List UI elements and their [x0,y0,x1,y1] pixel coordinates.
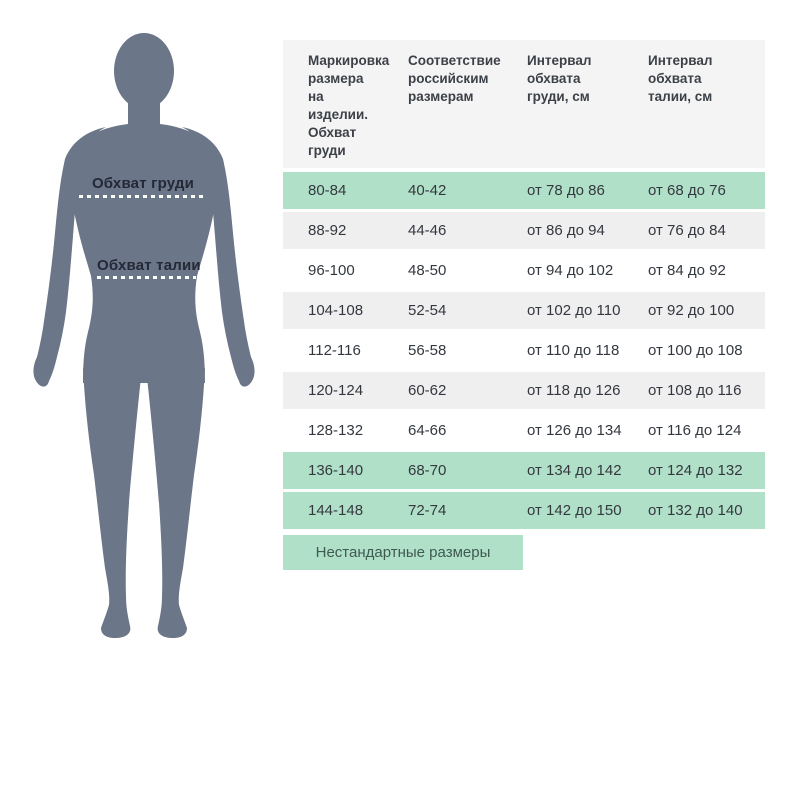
table-cell-russian-size: 68-70 [408,462,447,479]
table-cell-chest-interval: от 102 до 110 [527,302,621,319]
table-cell-waist-interval: от 68 до 76 [648,182,726,199]
table-cell-waist-interval: от 124 до 132 [648,462,743,479]
table-row: 128-132 64-66 от 126 до 134 от 116 до 12… [283,412,765,449]
table-row: 104-108 52-54 от 102 до 110 от 92 до 100 [283,292,765,329]
column-header-chest-interval: Интервал обхвата груди, см [527,53,592,104]
table-cell-russian-size: 56-58 [408,342,447,359]
table-cell-russian-size: 44-46 [408,222,447,239]
table-cell-russian-size: 40-42 [408,182,447,199]
table-cell-waist-interval: от 92 до 100 [648,302,735,319]
column-header-waist-interval: Интервал обхвата талии, см [648,53,713,104]
table-cell-size-marking: 112-116 [308,342,361,359]
table-cell-waist-interval: от 116 до 124 [648,422,742,439]
table-cell-russian-size: 52-54 [408,302,447,319]
table-row: 144-148 72-74 от 142 до 150 от 132 до 14… [283,492,765,529]
table-body: 80-84 40-42 от 78 до 86 от 68 до 76 88-9… [283,172,765,529]
table-cell-chest-interval: от 118 до 126 [527,382,621,399]
table-cell-russian-size: 64-66 [408,422,447,439]
table-cell-waist-interval: от 76 до 84 [648,222,726,239]
table-cell-size-marking: 104-108 [308,302,364,319]
table-row: 96-100 48-50 от 94 до 102 от 84 до 92 [283,252,765,289]
table-cell-size-marking: 80-84 [308,182,347,199]
table-cell-size-marking: 144-148 [308,502,364,519]
table-header: Маркировка размера на изделии. Обхват гр… [283,40,765,168]
table-cell-chest-interval: от 126 до 134 [527,422,622,439]
size-table: Маркировка размера на изделии. Обхват гр… [283,40,765,532]
male-silhouette-icon [33,33,255,638]
table-cell-chest-interval: от 110 до 118 [527,342,620,359]
table-cell-russian-size: 48-50 [408,262,447,279]
table-cell-chest-interval: от 134 до 142 [527,462,622,479]
table-row: 80-84 40-42 от 78 до 86 от 68 до 76 [283,172,765,209]
table-row: 120-124 60-62 от 118 до 126 от 108 до 11… [283,372,765,409]
table-cell-size-marking: 96-100 [308,262,355,279]
table-row: 136-140 68-70 от 134 до 142 от 124 до 13… [283,452,765,489]
table-cell-size-marking: 88-92 [308,222,347,239]
table-cell-chest-interval: от 78 до 86 [527,182,605,199]
table-cell-waist-interval: от 84 до 92 [648,262,726,279]
figure-panel [32,33,256,645]
table-cell-waist-interval: от 132 до 140 [648,502,743,519]
table-cell-chest-interval: от 94 до 102 [527,262,614,279]
table-row: 112-116 56-58 от 110 до 118 от 100 до 10… [283,332,765,369]
table-cell-waist-interval: от 100 до 108 [648,342,743,359]
nonstandard-sizes-button[interactable]: Нестандартные размеры [283,535,523,570]
table-cell-waist-interval: от 108 до 116 [648,382,742,399]
table-row: 88-92 44-46 от 86 до 94 от 76 до 84 [283,212,765,249]
column-header-russian-sizes: Соответствие российским размерам [408,53,501,104]
table-cell-chest-interval: от 86 до 94 [527,222,605,239]
table-cell-size-marking: 120-124 [308,382,364,399]
table-cell-size-marking: 136-140 [308,462,364,479]
table-cell-chest-interval: от 142 до 150 [527,502,622,519]
table-cell-russian-size: 60-62 [408,382,447,399]
table-cell-russian-size: 72-74 [408,502,447,519]
column-header-size-marking: Маркировка размера на изделии. Обхват гр… [308,53,390,158]
table-cell-size-marking: 128-132 [308,422,364,439]
